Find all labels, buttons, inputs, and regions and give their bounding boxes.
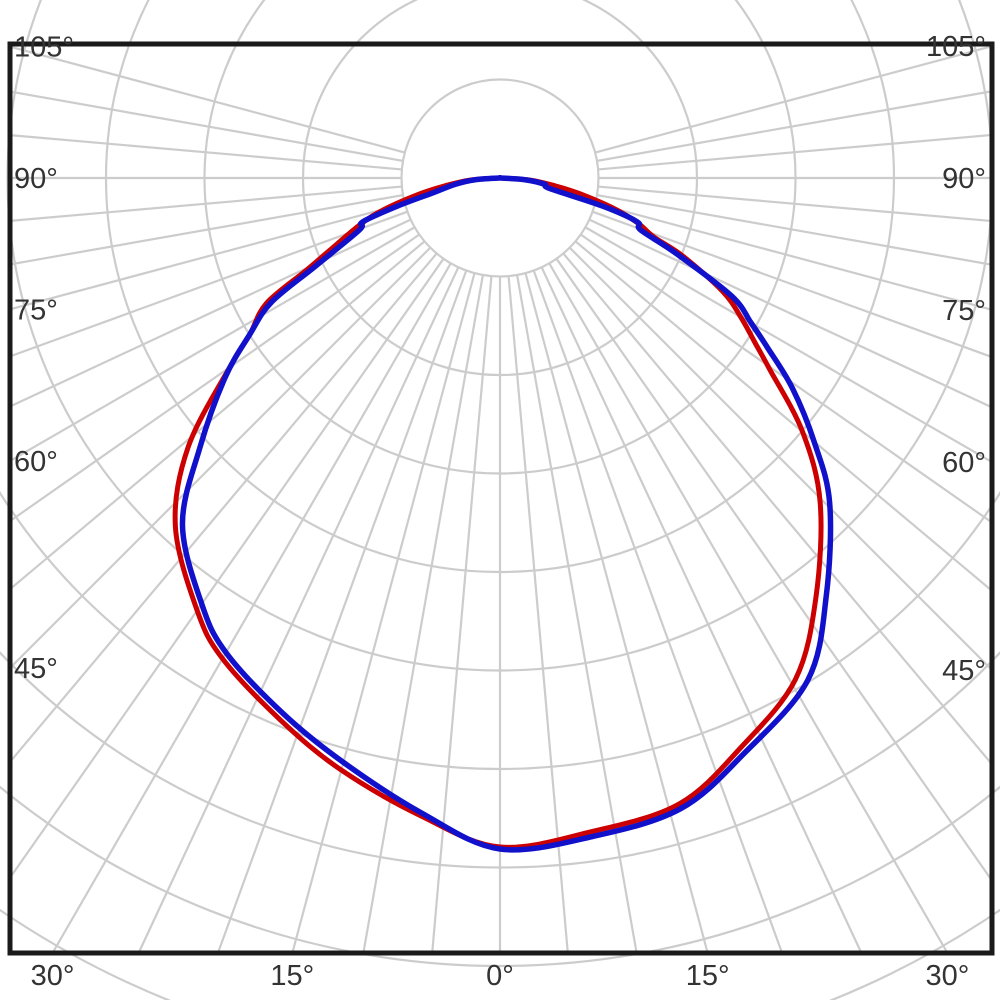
svg-text:75°: 75°	[942, 295, 986, 327]
svg-text:45°: 45°	[942, 655, 986, 687]
svg-text:45°: 45°	[14, 653, 58, 685]
svg-text:60°: 60°	[14, 446, 58, 478]
svg-text:90°: 90°	[942, 163, 986, 195]
svg-text:30°: 30°	[926, 960, 970, 992]
svg-text:105°: 105°	[14, 32, 74, 64]
svg-text:15°: 15°	[270, 960, 314, 992]
svg-text:60°: 60°	[942, 447, 986, 479]
svg-text:105°: 105°	[926, 31, 986, 63]
svg-text:75°: 75°	[14, 294, 58, 326]
svg-text:90°: 90°	[14, 163, 58, 195]
svg-text:0°: 0°	[486, 960, 514, 992]
svg-text:30°: 30°	[31, 960, 75, 992]
svg-text:15°: 15°	[686, 960, 730, 992]
